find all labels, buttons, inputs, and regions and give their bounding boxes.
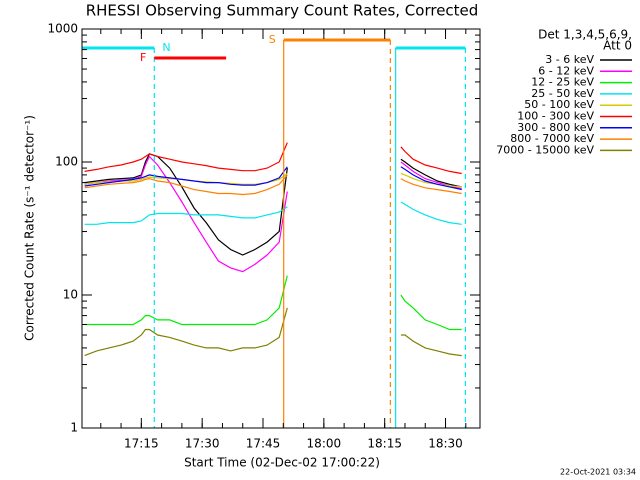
legend-header: Att 0 bbox=[603, 39, 632, 53]
legend-label: 3 - 6 keV bbox=[545, 53, 594, 66]
y-axis-label: Corrected Count Rate (s⁻¹ detector⁻¹) bbox=[23, 115, 37, 341]
legend-label: 800 - 7000 keV bbox=[510, 132, 594, 145]
series-line bbox=[84, 153, 462, 256]
x-tick-label: 18:15 bbox=[367, 437, 402, 451]
legend-label: 6 - 12 keV bbox=[538, 64, 594, 77]
chart-title: RHESSI Observing Summary Count Rates, Co… bbox=[86, 2, 479, 20]
x-tick-label: 18:30 bbox=[428, 437, 463, 451]
y-tick-label: 100 bbox=[55, 155, 78, 169]
x-tick-label: 17:45 bbox=[246, 437, 281, 451]
series-line bbox=[84, 201, 462, 225]
series-line bbox=[84, 307, 462, 357]
series-line bbox=[84, 142, 462, 175]
legend-label: 100 - 300 keV bbox=[517, 110, 594, 123]
y-tick-label: 1000 bbox=[47, 22, 78, 36]
x-tick-label: 17:30 bbox=[185, 437, 220, 451]
legend-label: 300 - 800 keV bbox=[517, 121, 594, 134]
series-line bbox=[84, 166, 462, 191]
x-tick-label: 17:15 bbox=[124, 437, 159, 451]
series-line bbox=[84, 275, 462, 331]
plot-frame bbox=[81, 28, 481, 429]
flag-label: F bbox=[140, 51, 146, 64]
legend-label: 12 - 25 keV bbox=[531, 76, 594, 89]
footer: 22-Oct-2021 03:34 bbox=[560, 468, 636, 477]
series-line bbox=[84, 174, 462, 196]
legend-label: 25 - 50 keV bbox=[531, 87, 594, 100]
legend-label: 7000 - 15000 keV bbox=[496, 143, 594, 156]
legend-header: Det 1,3,4,5,6,9, bbox=[538, 28, 632, 42]
y-tick-label: 10 bbox=[63, 288, 78, 302]
x-axis-label: Start Time (02-Dec-02 17:00:22) bbox=[184, 456, 380, 470]
y-tick-label: 1 bbox=[70, 421, 78, 435]
x-tick-label: 18:00 bbox=[307, 437, 342, 451]
legend-label: 50 - 100 keV bbox=[524, 98, 594, 111]
flag-label: S bbox=[269, 33, 276, 46]
flag-label: N bbox=[162, 41, 170, 54]
